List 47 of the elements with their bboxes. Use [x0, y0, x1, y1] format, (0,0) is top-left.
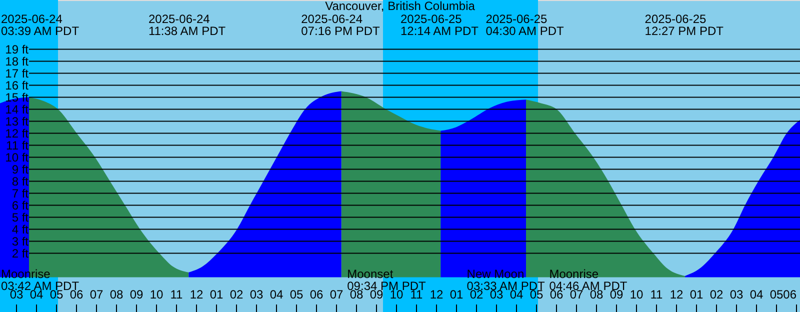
x-tick-label: 06 — [310, 288, 324, 302]
x-tick-label: 12 — [190, 288, 204, 302]
x-tick-label: 03 — [250, 288, 264, 302]
y-tick-label: 10 ft — [5, 150, 30, 165]
annotation: 2025-06-25 12:14 AM PDT — [400, 12, 480, 38]
y-tick-label: 5 ft — [12, 210, 30, 225]
x-tick-label: 11 — [650, 288, 664, 302]
x-tick-label: 07 — [90, 288, 104, 302]
x-tick-label: 03 — [730, 288, 744, 302]
y-tick-label: 11 ft — [6, 138, 30, 153]
y-tick-label: 8 ft — [12, 174, 30, 189]
x-tick-label: 05 — [50, 288, 64, 302]
x-tick-label: 05 — [290, 288, 304, 302]
x-tick-label: 05 — [770, 288, 784, 302]
x-tick-label: 06 — [783, 288, 797, 302]
x-tick-label: 08 — [110, 288, 124, 302]
x-tick-label: 10 — [150, 288, 164, 302]
y-tick-label: 6 ft — [12, 198, 30, 213]
x-tick-label: 12 — [430, 288, 444, 302]
x-tick-label: 02 — [710, 288, 724, 302]
x-tick-label: 04 — [270, 288, 284, 302]
y-tick-label: 3 ft — [12, 234, 30, 249]
x-tick-label: 09 — [130, 288, 144, 302]
y-tick-label: 13 ft — [5, 114, 30, 129]
annotation: 2025-06-25 04:30 AM PDT — [486, 12, 565, 38]
x-tick-label: 11 — [170, 288, 184, 302]
x-tick-label: 07 — [330, 288, 344, 302]
y-tick-label: 7 ft — [12, 186, 30, 201]
y-tick-label: 17 ft — [5, 66, 30, 81]
x-tick-label: 01 — [210, 288, 224, 302]
y-tick-label: 14 ft — [5, 102, 30, 117]
y-tick-label: 4 ft — [12, 222, 30, 237]
annotation: 2025-06-24 07:16 PM PDT — [301, 12, 380, 38]
x-tick-label: 02 — [230, 288, 244, 302]
y-tick-label: 2 ft — [12, 246, 30, 261]
x-tick-label: 12 — [670, 288, 684, 302]
x-tick-label: 04 — [750, 288, 764, 302]
x-tick-label: 01 — [690, 288, 704, 302]
y-tick-label: 18 ft — [5, 54, 30, 69]
annotation: 2025-06-24 11:38 AM PDT — [148, 12, 226, 38]
y-tick-label: 12 ft — [5, 126, 30, 141]
y-tick-label: 16 ft — [5, 78, 30, 93]
annotation: 2025-06-25 12:27 PM PDT — [644, 12, 724, 38]
x-tick-label: 10 — [630, 288, 644, 302]
y-tick-label: 19 ft — [5, 42, 30, 57]
y-tick-label: 9 ft — [12, 162, 30, 177]
x-tick-label: 01 — [450, 288, 464, 302]
